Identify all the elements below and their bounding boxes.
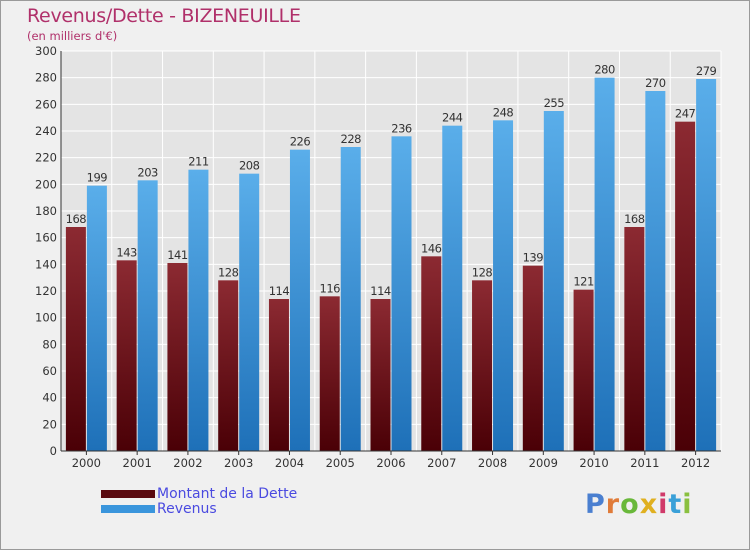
- data-label-dette: 128: [218, 265, 239, 279]
- bar-dette: [268, 299, 289, 451]
- y-tick-label: 20: [42, 417, 57, 431]
- data-label-dette: 168: [624, 212, 645, 226]
- data-label-revenus: 203: [137, 165, 158, 179]
- bar-revenus: [86, 185, 107, 451]
- y-tick-label: 180: [35, 204, 57, 218]
- data-label-dette: 143: [116, 245, 137, 259]
- bar-revenus: [391, 136, 412, 452]
- x-tick-label: 2008: [478, 456, 507, 470]
- bar-dette: [675, 121, 696, 452]
- data-label-dette: 139: [523, 251, 544, 265]
- legend-swatch-dette: [101, 490, 155, 498]
- y-tick-label: 80: [42, 337, 57, 351]
- data-label-dette: 247: [675, 107, 696, 121]
- x-tick-label: 2003: [224, 456, 253, 470]
- data-label-dette: 146: [421, 241, 442, 255]
- logo-letter: P: [585, 489, 606, 520]
- bar-revenus: [493, 120, 514, 451]
- data-label-revenus: 248: [493, 105, 514, 119]
- x-tick-label: 2010: [579, 456, 608, 470]
- data-label-dette: 114: [269, 284, 290, 298]
- data-label-revenus: 199: [87, 171, 108, 185]
- legend-swatch-revenus: [101, 505, 155, 513]
- x-tick-label: 2009: [529, 456, 558, 470]
- data-label-dette: 141: [167, 248, 188, 262]
- bar-dette: [218, 280, 239, 451]
- y-tick-label: 60: [42, 364, 57, 378]
- x-tick-label: 2007: [427, 456, 456, 470]
- y-tick-label: 40: [42, 391, 57, 405]
- proxiti-logo: Proxiti: [585, 489, 693, 520]
- data-label-revenus: 280: [594, 63, 615, 77]
- y-tick-label: 200: [35, 177, 57, 191]
- bar-dette: [116, 260, 137, 451]
- y-tick-label: 140: [35, 257, 57, 271]
- bar-revenus: [239, 173, 260, 451]
- logo-letter: x: [639, 489, 659, 520]
- bar-dette: [167, 263, 188, 451]
- bar-dette: [421, 256, 442, 451]
- chart-subtitle: (en milliers d'€): [27, 29, 118, 43]
- plot-area: [61, 51, 721, 451]
- bar-revenus: [645, 91, 666, 451]
- legend-label-revenus: Revenus: [157, 501, 217, 517]
- logo-letter: i: [658, 489, 669, 520]
- data-label-revenus: 226: [290, 135, 311, 149]
- y-tick-label: 240: [35, 124, 57, 138]
- bar-dette: [472, 280, 493, 451]
- y-tick-label: 300: [35, 44, 57, 58]
- bar-dette: [624, 227, 645, 451]
- data-label-dette: 114: [370, 284, 391, 298]
- bar-revenus: [442, 125, 463, 452]
- bar-dette: [573, 289, 594, 451]
- bar-dette: [522, 265, 543, 451]
- data-label-dette: 128: [472, 265, 493, 279]
- data-label-revenus: 208: [239, 159, 260, 173]
- logo-letter: r: [605, 489, 621, 520]
- x-tick-label: 2004: [275, 456, 304, 470]
- data-label-revenus: 279: [696, 64, 717, 78]
- bar-dette: [370, 299, 391, 451]
- bar-revenus: [696, 79, 717, 451]
- x-tick-label: 2006: [376, 456, 405, 470]
- x-tick-label: 2001: [123, 456, 152, 470]
- chart-title: Revenus/Dette - BIZENEUILLE: [27, 5, 301, 27]
- data-label-revenus: 211: [188, 155, 209, 169]
- data-label-revenus: 270: [645, 76, 666, 90]
- x-tick-label: 2005: [326, 456, 355, 470]
- y-tick-label: 160: [35, 231, 57, 245]
- y-tick-label: 260: [35, 97, 57, 111]
- bar-dette: [319, 296, 340, 451]
- x-tick-label: 2000: [72, 456, 101, 470]
- bar-revenus: [594, 77, 615, 452]
- logo-letter: o: [620, 489, 640, 520]
- data-label-dette: 168: [66, 212, 87, 226]
- data-label-revenus: 236: [391, 121, 412, 135]
- data-label-revenus: 255: [544, 96, 565, 110]
- bar-revenus: [340, 147, 361, 451]
- bar-revenus: [137, 180, 158, 452]
- x-tick-label: 2002: [173, 456, 202, 470]
- data-label-revenus: 228: [341, 132, 362, 146]
- logo-letter: i: [682, 489, 693, 520]
- y-tick-label: 100: [35, 311, 57, 325]
- logo-letter: t: [668, 489, 683, 520]
- y-tick-label: 0: [50, 444, 57, 458]
- y-tick-label: 280: [35, 71, 57, 85]
- bar-revenus: [188, 169, 209, 451]
- legend-label-dette: Montant de la Dette: [157, 486, 298, 502]
- bar-revenus: [289, 149, 310, 451]
- bar-dette: [65, 227, 86, 451]
- data-label-revenus: 244: [442, 111, 463, 125]
- y-tick-label: 120: [35, 284, 57, 298]
- x-tick-label: 2012: [681, 456, 710, 470]
- y-tick-label: 220: [35, 151, 57, 165]
- x-tick-label: 2011: [630, 456, 659, 470]
- data-label-dette: 116: [320, 281, 341, 295]
- bar-revenus: [543, 111, 564, 451]
- data-label-dette: 121: [573, 275, 594, 289]
